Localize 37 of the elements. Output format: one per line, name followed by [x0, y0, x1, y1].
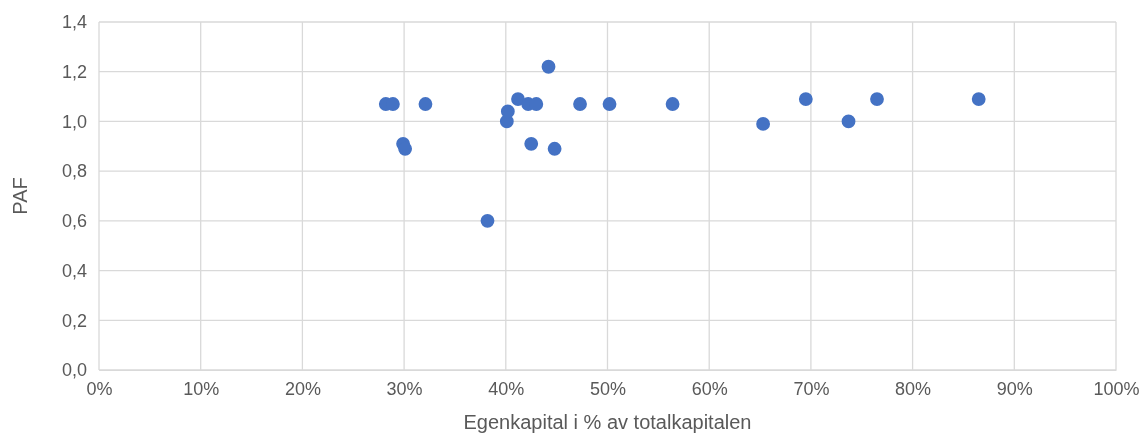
y-tick-label: 0,6 — [61, 211, 87, 232]
y-tick-label: 1,2 — [61, 61, 87, 82]
y-axis-title: PAF — [9, 177, 31, 215]
y-tick-label: 1,4 — [61, 12, 87, 33]
point — [665, 97, 680, 111]
point — [500, 104, 515, 119]
x-tick-label: 50% — [589, 378, 627, 399]
y-tick-label: 0,2 — [61, 310, 87, 331]
x-tick-label: 20% — [284, 378, 321, 399]
point — [480, 213, 495, 228]
point — [841, 114, 856, 129]
x-tick-label: 100% — [1093, 378, 1140, 399]
x-axis-title: Egenkapital i % av totalkapitalen — [463, 411, 752, 433]
x-tick-label: 30% — [386, 378, 423, 399]
x-tick-label: 90% — [996, 378, 1033, 399]
x-tick-label: 80% — [895, 378, 932, 399]
x-tick-label: 0% — [86, 378, 113, 399]
y-tick-label: 0,8 — [61, 161, 87, 182]
y-tick-label: 1,0 — [61, 111, 87, 132]
point — [524, 136, 539, 151]
x-tick-label: 70% — [793, 378, 830, 399]
point — [756, 117, 771, 131]
point — [418, 97, 433, 111]
point — [511, 92, 525, 106]
x-tick-label: 40% — [488, 378, 525, 399]
point — [573, 97, 587, 111]
point — [870, 92, 884, 106]
y-tick-label: 0,0 — [61, 360, 87, 381]
x-tick-label: 60% — [691, 378, 728, 399]
point — [398, 141, 413, 156]
point — [541, 59, 556, 74]
point — [547, 141, 562, 156]
point — [602, 97, 617, 111]
y-tick-label: 0,4 — [61, 260, 87, 281]
point — [971, 92, 986, 106]
x-tick-label: 10% — [183, 378, 220, 399]
point — [798, 92, 813, 106]
